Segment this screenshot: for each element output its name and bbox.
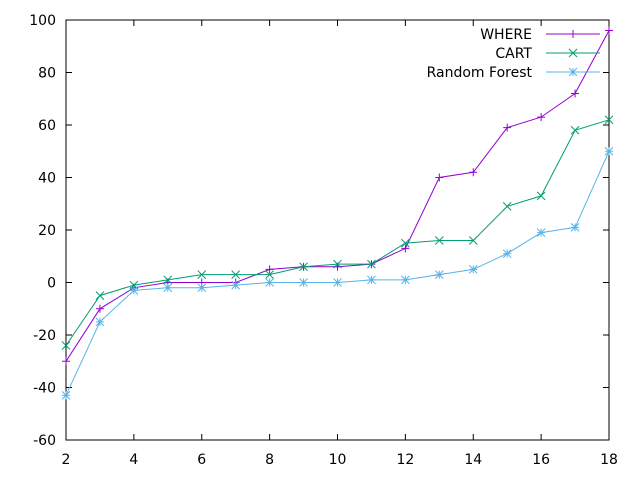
data-point-cart bbox=[299, 262, 308, 272]
data-point-cart bbox=[434, 236, 444, 245]
y-tick-label: 20 bbox=[38, 223, 56, 239]
data-point-where bbox=[571, 89, 580, 98]
data-point-random-forest bbox=[434, 270, 444, 279]
legend-label-where: WHERE bbox=[480, 27, 532, 43]
data-point-cart bbox=[61, 341, 71, 350]
x-tick-label: 4 bbox=[129, 452, 138, 468]
data-point-random-forest bbox=[163, 283, 173, 293]
x-tick-label: 14 bbox=[464, 452, 482, 468]
data-point-random-forest bbox=[367, 275, 376, 285]
data-point-where bbox=[503, 123, 512, 132]
data-point-random-forest bbox=[401, 275, 410, 285]
series-layer bbox=[61, 26, 614, 400]
legend-label-cart: CART bbox=[495, 46, 532, 62]
y-axis-ticks: -60 -40 -20 0 20 40 60 80 100 bbox=[29, 13, 609, 449]
data-point-cart bbox=[604, 115, 614, 125]
data-point-random-forest bbox=[197, 283, 207, 293]
data-point-cart bbox=[468, 236, 478, 245]
y-tick-label: 40 bbox=[38, 171, 56, 187]
data-point-where bbox=[605, 26, 613, 35]
y-tick-label: 100 bbox=[29, 13, 56, 29]
data-point-random-forest bbox=[536, 228, 546, 237]
legend-marker-where bbox=[569, 30, 577, 38]
data-point-cart bbox=[502, 202, 512, 211]
data-point-random-forest bbox=[299, 278, 308, 287]
data-point-cart bbox=[197, 270, 207, 279]
x-axis-ticks: 2 4 6 8 10 12 14 16 18 bbox=[62, 20, 618, 468]
data-point-random-forest bbox=[468, 265, 478, 274]
x-tick-label: 6 bbox=[197, 452, 206, 468]
legend-marker-cart bbox=[568, 48, 578, 58]
legend-marker-random-forest bbox=[568, 67, 578, 77]
x-tick-label: 16 bbox=[532, 452, 550, 468]
data-point-random-forest bbox=[604, 146, 614, 156]
plot-frame bbox=[65, 19, 610, 441]
series-line-random-forest bbox=[65, 151, 610, 396]
y-tick-label: -40 bbox=[33, 381, 56, 397]
data-point-random-forest bbox=[502, 249, 512, 258]
legend: WHERE CART Random Forest bbox=[427, 27, 600, 81]
data-point-cart bbox=[333, 259, 342, 269]
data-point-cart bbox=[265, 270, 274, 279]
x-tick-label: 10 bbox=[329, 452, 347, 468]
data-point-random-forest bbox=[61, 391, 71, 400]
data-point-random-forest bbox=[231, 280, 241, 290]
data-point-where bbox=[435, 173, 444, 182]
data-point-random-forest bbox=[265, 278, 274, 287]
y-tick-label: -20 bbox=[33, 328, 56, 344]
data-point-where bbox=[62, 357, 70, 366]
x-tick-label: 12 bbox=[396, 452, 414, 468]
data-point-random-forest bbox=[95, 317, 105, 327]
y-tick-label: 0 bbox=[47, 276, 56, 292]
data-point-random-forest bbox=[570, 223, 580, 232]
data-point-where bbox=[401, 244, 410, 253]
data-point-cart bbox=[163, 275, 173, 285]
data-point-cart bbox=[95, 291, 105, 300]
y-tick-label: -60 bbox=[33, 433, 56, 449]
legend-label-random-forest: Random Forest bbox=[427, 65, 533, 81]
data-point-cart bbox=[536, 191, 546, 201]
data-point-where bbox=[95, 304, 104, 313]
data-point-cart bbox=[570, 125, 580, 135]
x-tick-label: 8 bbox=[265, 452, 274, 468]
data-point-cart bbox=[231, 270, 241, 279]
y-tick-label: 60 bbox=[38, 118, 56, 134]
x-tick-label: 18 bbox=[600, 452, 618, 468]
data-point-random-forest bbox=[333, 278, 342, 287]
y-tick-label: 80 bbox=[38, 66, 56, 82]
data-point-where bbox=[469, 168, 478, 177]
data-point-where bbox=[265, 265, 274, 274]
data-point-where bbox=[537, 113, 546, 122]
x-tick-label: 2 bbox=[62, 452, 71, 468]
series-line-cart bbox=[65, 119, 610, 346]
data-point-cart bbox=[367, 259, 376, 269]
data-point-random-forest bbox=[129, 286, 139, 295]
data-point-cart bbox=[401, 238, 410, 248]
